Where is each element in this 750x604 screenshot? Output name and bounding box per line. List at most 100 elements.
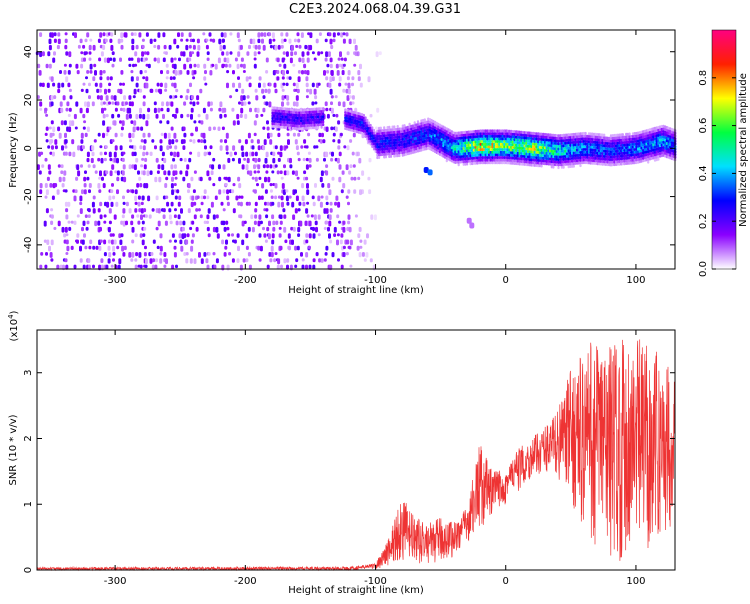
noise-cell <box>84 101 87 107</box>
noise-cell <box>300 32 304 38</box>
noise-cell <box>163 170 167 176</box>
ridge-cell <box>535 158 538 162</box>
ridge-cell <box>525 163 528 167</box>
ridge-cell <box>278 122 281 126</box>
ridge-cell <box>364 127 367 130</box>
ridge-cell <box>303 121 306 125</box>
ridge-cell <box>581 140 584 143</box>
ridge-cell <box>449 137 452 141</box>
noise-cell <box>114 132 118 138</box>
ridge-cell <box>655 147 658 151</box>
ridge-cell <box>630 143 633 146</box>
ridge-cell <box>645 145 648 149</box>
noise-cell <box>330 44 334 50</box>
noise-cell <box>351 101 355 105</box>
ridge-cell <box>625 135 628 139</box>
ridge-cell <box>476 148 479 152</box>
ridge-cell <box>657 155 660 159</box>
ridge-cell <box>581 150 584 154</box>
noise-cell <box>185 44 189 51</box>
noise-cell <box>207 208 211 214</box>
ridge-cell <box>467 135 470 139</box>
noise-cell <box>130 32 134 36</box>
ridge-cell <box>410 143 413 147</box>
noise-cell <box>297 76 301 83</box>
noise-cell <box>175 264 178 269</box>
ridge-cell <box>664 141 667 145</box>
noise-cell <box>189 258 193 264</box>
noise-cell <box>338 63 342 68</box>
noise-cell <box>274 44 278 51</box>
ridge-cell <box>494 137 497 141</box>
ridge-cell <box>315 107 318 111</box>
ridge-cell <box>466 136 469 139</box>
noise-cell <box>130 76 134 82</box>
noise-cell <box>200 139 204 143</box>
ridge-cell <box>564 136 567 140</box>
ridge-cell <box>606 141 609 145</box>
ridge-cell <box>660 140 663 144</box>
ridge-cell <box>482 134 486 138</box>
colorbar-ticks: 0.00.20.40.60.8 <box>698 70 736 277</box>
noise-cell <box>121 157 125 162</box>
noise-cell <box>338 164 342 170</box>
ridge-cell <box>428 144 431 148</box>
ridge-cell <box>493 161 496 165</box>
ridge-cell <box>295 108 298 112</box>
ridge-cell <box>499 137 503 141</box>
noise-cell <box>151 139 155 143</box>
ridge-cell <box>662 140 665 144</box>
ridge-cell <box>576 151 579 155</box>
ridge-cell <box>393 130 396 134</box>
ridge-cell <box>648 154 651 158</box>
ridge-cell <box>549 162 552 166</box>
noise-cell <box>113 214 117 220</box>
noise-cell <box>166 70 170 75</box>
ridge-cell <box>472 148 475 152</box>
noise-cell <box>80 88 84 92</box>
noise-cell <box>44 132 48 136</box>
noise-cell <box>153 107 157 114</box>
noise-cell <box>241 239 245 246</box>
ridge-cell <box>630 158 633 162</box>
noise-cell <box>123 176 127 183</box>
ridge-cell <box>430 132 433 136</box>
noise-cell <box>67 113 71 117</box>
ridge-cell <box>667 126 670 130</box>
snr-series <box>36 339 676 572</box>
ridge-cell <box>626 148 629 152</box>
ridge-cell <box>469 159 472 163</box>
ridge-cell <box>513 138 516 142</box>
noise-cell <box>283 258 287 264</box>
ridge-cell <box>589 145 592 149</box>
noise-cell <box>272 226 276 232</box>
noise-cell <box>260 32 264 37</box>
ridge-cell <box>393 154 396 158</box>
ridge-cell <box>562 136 565 140</box>
noise-cell <box>119 88 123 95</box>
ridge-cell <box>538 148 541 152</box>
noise-cell <box>164 51 168 55</box>
ridge-cell <box>571 149 574 152</box>
ridge-cell <box>498 137 501 141</box>
ridge-cell <box>628 159 631 163</box>
colorbar-tick-label: 0.6 <box>698 118 709 134</box>
ridge-cell <box>405 139 408 143</box>
noise-cell <box>290 226 294 231</box>
ridge-cell <box>312 123 315 127</box>
noise-cell <box>281 95 285 101</box>
ridge-cell <box>393 138 396 142</box>
noise-cell <box>306 70 310 76</box>
ridge-cell <box>471 148 474 152</box>
ridge-cell <box>305 121 308 125</box>
ridge-cell <box>496 140 499 143</box>
ridge-cell <box>511 130 514 133</box>
ridge-cell <box>444 145 447 149</box>
noise-cell <box>295 101 299 107</box>
ridge-cell <box>530 152 533 156</box>
noise-cell <box>346 95 350 101</box>
noise-cell <box>245 245 249 250</box>
noise-cell <box>308 245 311 250</box>
noise-cell <box>110 44 114 51</box>
ridge-cell <box>376 142 379 146</box>
